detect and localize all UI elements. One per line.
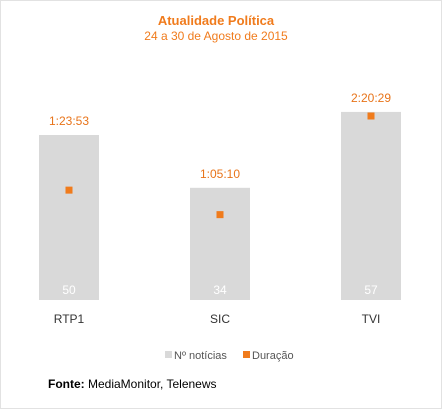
category-label-tvi: TVI [362, 312, 381, 326]
source-note: Fonte: MediaMonitor, Telenews [48, 377, 217, 391]
bar-rtp1 [39, 135, 99, 300]
bar-sic [190, 187, 250, 300]
source-label: Fonte: [48, 377, 85, 391]
legend-label-duration: Duração [252, 350, 294, 362]
category-label-rtp1: RTP1 [54, 312, 85, 326]
duration-marker-sic [216, 211, 224, 219]
plot-area: 50 1:23:53 RTP1 34 1:05:10 SIC 57 2:20:29 TVI [39, 91, 401, 326]
chart-subtitle: 24 a 30 de Agosto de 2015 [144, 29, 288, 43]
legend-swatch-duration [243, 351, 250, 358]
duration-label-rtp1: 1:23:53 [49, 114, 89, 128]
count-label-rtp1: 50 [62, 283, 76, 297]
count-label-tvi: 57 [364, 283, 378, 297]
duration-label-tvi: 2:20:29 [351, 91, 391, 105]
duration-marker-tvi [367, 112, 375, 120]
category-label-sic: SIC [210, 312, 230, 326]
source-text: MediaMonitor, Telenews [88, 377, 217, 391]
legend-swatch-count [165, 351, 172, 358]
duration-marker-rtp1 [65, 186, 73, 194]
count-label-sic: 34 [213, 283, 227, 297]
chart-title: Atualidade Política [158, 13, 275, 28]
bar-tvi [341, 111, 401, 301]
legend: Nº notícias Duração [165, 350, 294, 362]
legend-label-count: Nº notícias [174, 350, 227, 362]
duration-label-sic: 1:05:10 [200, 167, 240, 181]
